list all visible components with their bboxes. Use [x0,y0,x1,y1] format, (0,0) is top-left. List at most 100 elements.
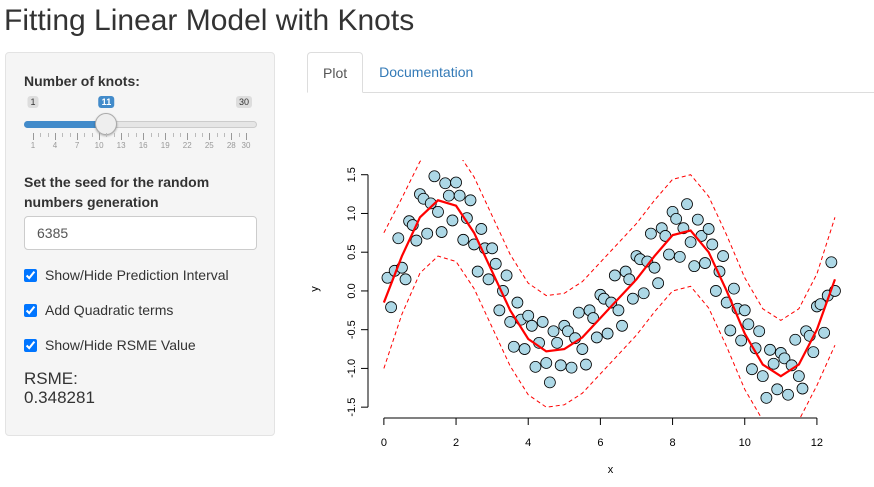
point [565,361,578,374]
point [572,306,585,319]
point [807,346,820,359]
rsme-output: RSME: 0.348281 [24,369,95,407]
point [778,352,791,365]
slider-minor-tick [69,133,71,137]
point [410,234,423,247]
slider-tick-label: 25 [204,141,214,150]
slider-max: 30 [235,96,253,108]
slider-minor-tick [223,133,225,137]
point [562,325,574,338]
checkbox-row[interactable]: Show/Hide RSME Value [22,337,196,353]
slider-tick-label: 4 [52,141,58,150]
slider-minor-tick [179,133,181,137]
point [439,177,452,190]
y-tick-label: 1.5 [346,167,358,182]
y-tick-label: -1.0 [346,359,358,378]
point [457,233,470,246]
seed-input[interactable]: 6385 [24,216,257,250]
point [587,312,600,324]
fit-line [382,199,836,378]
slider-minor-tick [106,133,108,137]
tab[interactable]: Plot [307,52,364,93]
point [771,383,784,396]
knots-slider[interactable]: 1 30 11 1 4 7 10 13 16 19 22 25 28 30 [20,90,260,154]
checkbox[interactable] [24,338,37,352]
point [746,363,758,376]
point [789,333,802,346]
y-tick-label: -0.5 [346,320,358,339]
slider-minor-tick [84,133,86,137]
point [518,343,531,355]
slider-minor-tick [128,133,130,137]
slider-tick-label: 30 [241,141,251,150]
slider-tick-label: 10 [94,141,104,150]
y-tick-label: -1.5 [346,398,358,417]
slider-minor-tick [238,133,240,137]
point [709,285,722,297]
point [576,343,589,355]
rsme-label: RSME: [24,369,78,388]
point [699,257,711,269]
y-tick-label: 1.0 [346,206,358,221]
point [792,370,805,383]
slider-handle[interactable] [95,113,118,135]
point [540,357,553,369]
point [691,213,704,226]
checkbox-row[interactable]: Show/Hide Prediction Interval [22,267,229,283]
slider-min: 1 [27,96,39,108]
point [453,189,466,202]
point [717,250,729,262]
point [446,214,459,227]
point [706,238,719,251]
point [702,223,715,235]
slider-tick-label: 7 [74,141,80,150]
slider-tick [121,133,123,140]
point [738,304,751,317]
point [612,304,625,317]
slider-minor-tick [62,133,64,137]
chart: 0 2 4 6 8 10 12 -1.5 -1.0 -0.5 0.0 0.5 1.0 1.5 x y [309,160,841,476]
interval-line [383,160,836,321]
plot-area [381,160,841,418]
point [536,316,549,328]
point [616,319,628,332]
checkbox[interactable] [24,303,37,317]
point [688,260,701,273]
slider-bar [24,121,107,128]
point [637,287,650,300]
point [399,273,412,286]
checkbox-row[interactable]: Add Quadratic terms [22,302,173,318]
seed-label: Set the seed for the random numbers gene… [24,174,210,210]
slider-tick [165,133,167,140]
point [525,319,538,332]
point [684,236,697,249]
point [435,226,448,238]
slider-tick [187,133,189,140]
point [511,296,524,309]
slider-tick [55,133,57,140]
slider-minor-tick [194,133,196,137]
slider-minor-tick [113,133,115,137]
x-tick-label: 2 [453,437,459,449]
checkbox[interactable] [24,268,37,282]
point [590,331,603,344]
slider-minor-tick [47,133,49,137]
point [442,189,455,202]
point [742,318,755,331]
point [663,248,675,261]
slider-tick [209,133,211,140]
slider-tick-label: 28 [226,141,236,150]
point [489,257,502,270]
x-tick-label: 12 [811,437,823,449]
y-tick-label: 0.0 [346,283,358,298]
tab[interactable]: Documentation [379,64,474,80]
slider-minor-tick [157,133,159,137]
point [450,176,462,189]
point [475,223,488,235]
tab-bar: Plot Documentation [307,52,874,93]
point [551,336,563,349]
x-tick-label: 4 [525,437,531,449]
point [500,269,513,282]
point [728,282,740,295]
slider-tick-label: 16 [138,141,148,150]
